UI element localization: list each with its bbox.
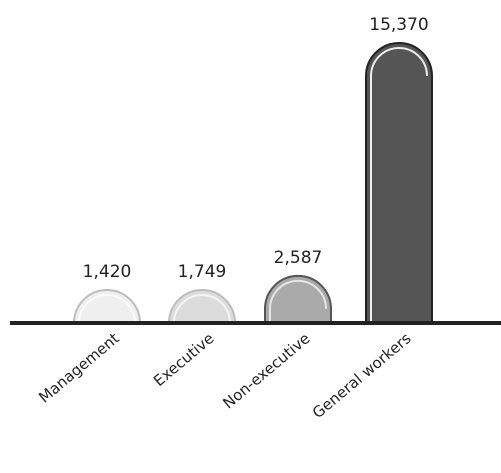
bar-management — [72, 289, 142, 324]
category-label: Executive — [150, 329, 218, 390]
bar-highlight — [269, 279, 327, 323]
value-label: 1,420 — [83, 262, 132, 282]
value-label: 1,749 — [178, 262, 227, 282]
value-labels-group: 1,420 1,749 2,587 15,370 — [83, 15, 429, 282]
bar-non-executive — [264, 274, 332, 324]
bar-highlight — [173, 294, 231, 324]
value-label: 2,587 — [274, 248, 323, 268]
bar-general-workers — [365, 42, 433, 324]
category-labels-group: Management Executive Non-executiveGeneral … — [35, 329, 414, 422]
bar-highlight — [370, 47, 428, 323]
category-label: Management — [35, 329, 122, 406]
category-label: General workers — [309, 329, 415, 422]
bar-executive — [167, 289, 237, 324]
category-label: Non-executive — [219, 329, 313, 412]
bars-group — [72, 42, 433, 324]
value-label: 15,370 — [369, 15, 428, 35]
bar-highlight — [78, 294, 136, 324]
